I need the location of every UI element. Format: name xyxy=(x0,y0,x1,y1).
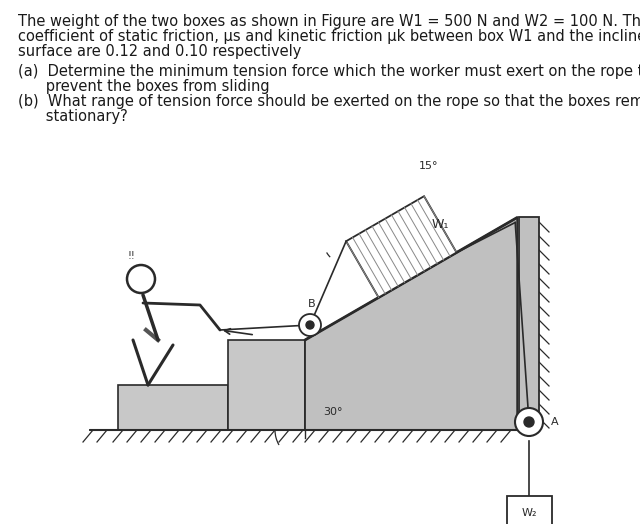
Polygon shape xyxy=(118,385,228,430)
Text: surface are 0.12 and 0.10 respectively: surface are 0.12 and 0.10 respectively xyxy=(18,44,301,59)
Text: coefficient of static friction, μs and kinetic friction μk between box W1 and th: coefficient of static friction, μs and k… xyxy=(18,29,640,44)
Text: 15°: 15° xyxy=(419,161,438,171)
Text: !!: !! xyxy=(127,251,135,261)
Polygon shape xyxy=(228,340,305,430)
Text: prevent the boxes from sliding: prevent the boxes from sliding xyxy=(18,79,269,94)
Text: The weight of the two boxes as shown in Figure are W1 = 500 N and W2 = 100 N. Th: The weight of the two boxes as shown in … xyxy=(18,14,640,29)
Polygon shape xyxy=(346,196,456,298)
Polygon shape xyxy=(305,217,517,430)
Text: 30°: 30° xyxy=(323,407,342,417)
Text: B: B xyxy=(308,299,316,309)
Circle shape xyxy=(515,408,543,436)
Text: (b)  What range of tension force should be exerted on the rope so that the boxes: (b) What range of tension force should b… xyxy=(18,94,640,109)
Text: (a)  Determine the minimum tension force which the worker must exert on the rope: (a) Determine the minimum tension force … xyxy=(18,64,640,79)
FancyBboxPatch shape xyxy=(507,496,552,524)
Circle shape xyxy=(127,265,155,293)
Text: W₂: W₂ xyxy=(522,508,537,519)
Text: W₁: W₁ xyxy=(432,218,449,231)
Text: stationary?: stationary? xyxy=(18,109,128,124)
Circle shape xyxy=(524,417,534,427)
Circle shape xyxy=(306,321,314,329)
Polygon shape xyxy=(519,217,539,430)
Text: A: A xyxy=(551,417,559,427)
Circle shape xyxy=(299,314,321,336)
